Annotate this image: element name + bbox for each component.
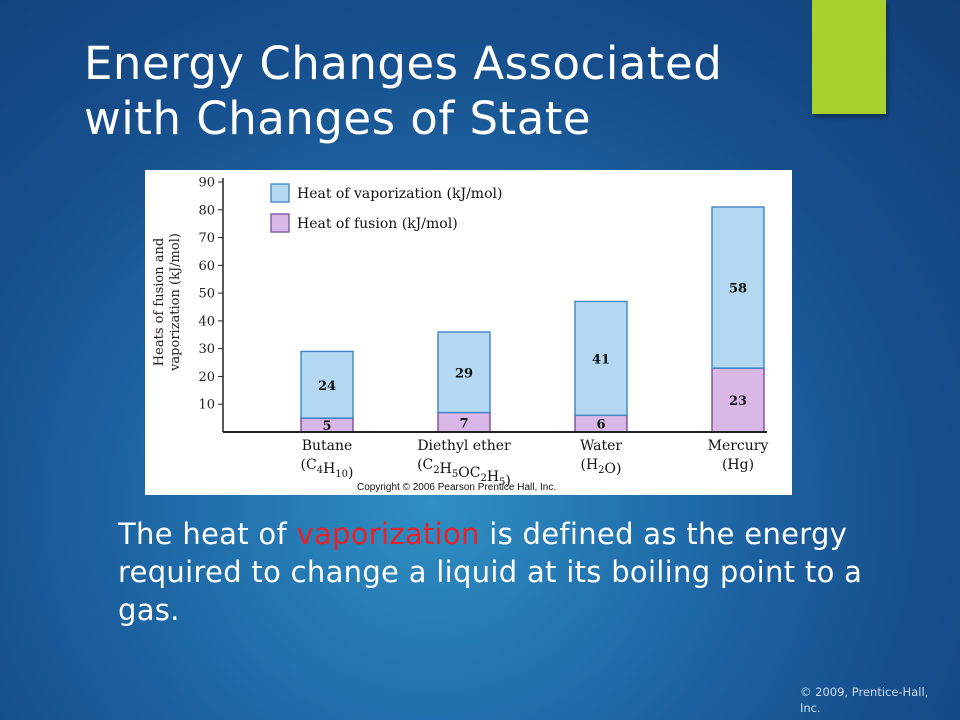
- formula-part: O): [605, 461, 622, 477]
- formula-part: (H: [581, 457, 599, 473]
- category-formula: (C2H5OC2H5): [417, 457, 511, 489]
- formula-subscript: 2: [433, 465, 439, 476]
- category-label: Butane: [302, 438, 353, 454]
- formula-part: (C: [417, 457, 433, 473]
- formula-part: ): [348, 465, 353, 481]
- title-line-2: with Changes of State: [84, 92, 592, 145]
- y-tick-label: 40: [198, 314, 215, 329]
- y-axis-title-line-2: vaporization (kJ/mol): [168, 233, 183, 372]
- formula-subscript: 4: [317, 465, 323, 476]
- formula-subscript: 2: [480, 473, 486, 484]
- data-label: 7: [459, 416, 468, 431]
- bar-segment-vaporization: [574, 300, 628, 417]
- legend-label: Heat of fusion (kJ/mol): [297, 216, 458, 232]
- legend-label: Heat of vaporization (kJ/mol): [297, 186, 502, 202]
- category-formula: (C4H10): [301, 457, 354, 481]
- category-label: Diethyl ether: [417, 438, 511, 454]
- y-tick-label: 70: [198, 231, 215, 246]
- bar-segment-vaporization: [437, 331, 491, 414]
- y-tick-label: 20: [198, 370, 215, 385]
- y-tick-label: 60: [198, 259, 215, 274]
- legend-swatch: [270, 183, 290, 203]
- chart-copyright: Copyright © 2006 Pearson Prentice Hall, …: [357, 482, 556, 493]
- category-formula: (Hg): [722, 457, 754, 473]
- title-line-1: Energy Changes Associated: [84, 37, 723, 90]
- y-tick-label: 10: [198, 398, 215, 413]
- formula-subscript: 5: [499, 477, 505, 488]
- y-axis-ticks: 10 20 30 40 50 60 70 80 90: [198, 176, 223, 413]
- bar-segment-fusion: [711, 367, 765, 433]
- bars: 5 24 7 29 6 41 23 58: [300, 206, 765, 434]
- bar-segment-vaporization: [711, 206, 765, 369]
- category-label: Mercury: [708, 438, 769, 454]
- data-label: 58: [729, 282, 747, 297]
- formula-part: (C: [301, 457, 317, 473]
- footer-copyright: © 2009, Prentice-Hall, Inc.: [800, 685, 929, 715]
- x-axis-labels: Butane(C4H10)Diethyl ether(C2H5OC2H5)Wat…: [301, 438, 769, 489]
- slide-title: Energy Changes Associated with Changes o…: [84, 36, 804, 146]
- chart-panel: Heats of fusion and vaporization (kJ/mol…: [145, 170, 792, 495]
- y-tick-label: 80: [198, 203, 215, 218]
- accent-bar: [812, 0, 886, 114]
- category-label: Water: [580, 438, 622, 454]
- data-label: 29: [455, 366, 473, 381]
- formula-subscript: 5: [452, 469, 458, 480]
- formula-part: H: [440, 461, 452, 477]
- data-label: 24: [318, 379, 336, 394]
- bar-chart: Heats of fusion and vaporization (kJ/mol…: [152, 176, 769, 494]
- axes: [222, 178, 767, 433]
- body-text-pre: The heat of: [118, 517, 297, 551]
- formula-part: H: [487, 469, 499, 485]
- formula-part: OC: [458, 465, 480, 481]
- bar-segment-vaporization: [300, 350, 354, 419]
- formula-subscript: 2: [598, 465, 604, 476]
- y-axis-title: Heats of fusion and vaporization (kJ/mol…: [152, 233, 183, 372]
- formula-subscript: 10: [335, 469, 348, 480]
- data-label: 6: [596, 418, 605, 433]
- legend-swatch: [270, 213, 290, 233]
- y-tick-label: 50: [198, 287, 215, 302]
- data-label: 41: [592, 352, 610, 367]
- y-axis-title-line-1: Heats of fusion and: [152, 238, 167, 366]
- y-tick-label: 30: [198, 342, 215, 357]
- y-tick-label: 90: [198, 176, 215, 191]
- body-text-post: is defined as the energy required to cha…: [118, 517, 863, 627]
- legend: Heat of vaporization (kJ/mol) Heat of fus…: [270, 183, 502, 233]
- formula-part: (Hg): [722, 457, 754, 473]
- data-label: 5: [322, 419, 331, 434]
- formula-part: ): [505, 473, 510, 489]
- category-formula: (H2O): [581, 457, 622, 477]
- formula-part: H: [323, 461, 335, 477]
- body-text-highlight: vaporization: [296, 517, 480, 551]
- body-paragraph: The heat of vaporization is defined as t…: [118, 515, 878, 629]
- data-label: 23: [729, 394, 747, 409]
